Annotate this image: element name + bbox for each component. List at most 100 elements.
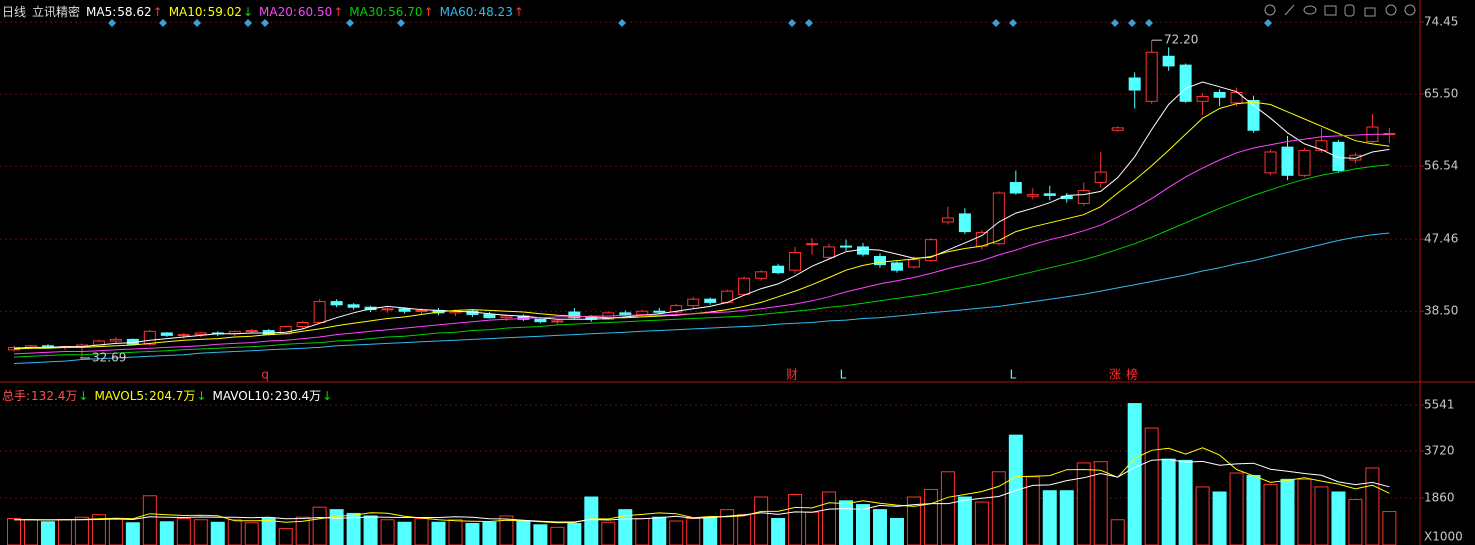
volume-bar	[584, 496, 599, 545]
tool-icon[interactable]	[1385, 4, 1397, 16]
flag-marker	[108, 19, 116, 27]
tool-icon[interactable]	[1284, 4, 1295, 16]
candle-body	[619, 312, 632, 315]
candle-body	[330, 301, 343, 306]
candle-body	[636, 310, 649, 315]
candle-body	[1247, 100, 1260, 131]
event-label: 榜	[1126, 367, 1138, 382]
y-tick-label: 47.46	[1424, 232, 1458, 246]
candle-body	[1162, 55, 1175, 67]
legend-value: 204.7万	[149, 389, 196, 403]
event-label: 涨	[1109, 367, 1121, 382]
volume-bar	[1263, 483, 1278, 545]
volume-bar	[1042, 490, 1057, 545]
volume-bar	[737, 514, 752, 545]
candle-body	[500, 315, 513, 319]
candle-body	[347, 304, 360, 308]
candle-body	[381, 308, 394, 311]
volume-bar	[329, 509, 344, 545]
volume-bar	[1280, 478, 1295, 545]
event-label: L	[840, 368, 847, 382]
volume-bar	[991, 471, 1006, 545]
candle-body	[160, 332, 173, 336]
legend-value: 132.4万	[31, 389, 78, 403]
volume-bar	[533, 524, 548, 545]
tool-icon[interactable]	[1303, 5, 1317, 15]
candle-body	[534, 318, 547, 323]
volume-bar	[1229, 472, 1244, 545]
volume-bar	[550, 526, 565, 545]
volume-bar	[720, 509, 735, 545]
candle-body	[245, 330, 258, 333]
legend-trend: ↓	[242, 5, 253, 19]
ma-line	[14, 458, 1390, 523]
candle-body	[483, 313, 496, 319]
candle-body	[670, 305, 683, 313]
ma-line	[13, 133, 1390, 355]
volume-bar	[940, 471, 955, 545]
volume-bar	[193, 519, 208, 545]
annotation-label: 72.20	[1164, 33, 1198, 47]
volume-bar	[703, 516, 718, 545]
flag-marker	[261, 19, 269, 27]
flag-marker	[1111, 19, 1119, 27]
candle-body	[1145, 51, 1158, 102]
volume-bar	[805, 511, 820, 545]
flag-marker	[1128, 19, 1136, 27]
candle-body	[907, 259, 920, 268]
candle-body	[1213, 91, 1226, 98]
ma-line	[13, 164, 1390, 358]
candle-body	[177, 334, 190, 337]
volume-bar	[906, 496, 921, 545]
unit-label: X1000	[1424, 530, 1463, 544]
volume-bar	[448, 519, 463, 545]
candle-body	[890, 262, 903, 271]
volume-bar	[1161, 458, 1176, 545]
candle-body	[1230, 91, 1243, 104]
event-label: 财	[786, 368, 798, 382]
tool-icon[interactable]	[1324, 5, 1337, 16]
volume-bar	[1365, 467, 1380, 545]
volume-bar	[567, 523, 582, 545]
candle-body	[1298, 149, 1311, 176]
candle-body	[1009, 182, 1022, 194]
legend-name: MAVOL5:	[94, 389, 149, 403]
volume-bar	[635, 517, 650, 545]
y-tick-label: 74.45	[1424, 15, 1458, 29]
volume-bar	[414, 517, 429, 545]
volume-bar	[1348, 499, 1363, 545]
volume-bar	[889, 517, 904, 545]
flag-marker	[346, 19, 354, 27]
event-label: q	[261, 368, 269, 382]
volume-bar	[1110, 519, 1125, 545]
ma-line	[14, 447, 1390, 524]
legend-trend: ↑	[152, 5, 163, 19]
volume-bar	[957, 496, 972, 545]
candle-body	[857, 246, 869, 255]
volume-bar	[295, 516, 310, 545]
volume-bar	[754, 496, 769, 545]
volume-bar	[380, 519, 395, 545]
legend-trend: ↑	[423, 5, 434, 19]
volume-bar	[482, 521, 497, 545]
toolbar	[1264, 4, 1416, 17]
candle-body	[738, 277, 751, 295]
volume-bar	[176, 517, 191, 545]
volume-bar	[40, 521, 55, 545]
volume-bar	[7, 517, 21, 545]
flag-marker	[193, 19, 201, 27]
candle-body	[941, 217, 954, 223]
tool-icon[interactable]	[1364, 7, 1376, 17]
volume-bar	[159, 521, 174, 545]
candle-body	[1332, 141, 1345, 171]
tool-icon[interactable]	[1264, 4, 1276, 16]
volume-bar	[856, 504, 870, 545]
tool-icon[interactable]	[1404, 4, 1416, 16]
candle-body	[194, 332, 207, 336]
flag-marker	[1264, 19, 1272, 27]
legend-name: MA60:	[439, 5, 478, 19]
candle-body	[1026, 194, 1039, 197]
tool-icon[interactable]	[1344, 4, 1355, 17]
volume-bar	[686, 517, 701, 545]
